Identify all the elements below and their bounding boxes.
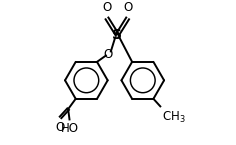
Text: O: O bbox=[123, 1, 132, 14]
Text: O: O bbox=[102, 1, 112, 14]
Text: CH$_3$: CH$_3$ bbox=[162, 110, 186, 125]
Text: HO: HO bbox=[60, 122, 79, 135]
Text: O: O bbox=[55, 121, 64, 134]
Text: S: S bbox=[112, 28, 122, 42]
Text: O: O bbox=[104, 48, 113, 61]
